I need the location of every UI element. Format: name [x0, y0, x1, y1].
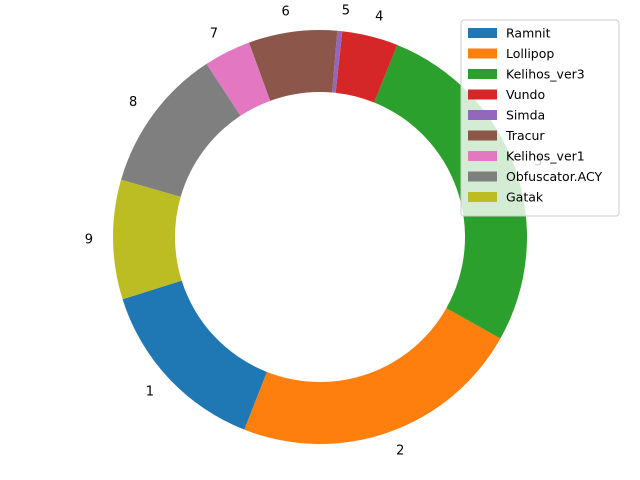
legend-label-gatak: Gatak: [506, 190, 544, 205]
legend-label-ramnit: Ramnit: [506, 26, 551, 41]
slice-label-8: 8: [129, 95, 137, 110]
legend-label-tracur: Tracur: [505, 128, 545, 143]
legend-swatch-gatak: [468, 192, 497, 202]
slice-label-7: 7: [210, 27, 218, 42]
legend-label-kelihos-ver3: Kelihos_ver3: [506, 67, 585, 82]
slice-tracur: [248, 29, 338, 101]
legend-swatch-kelihos-ver1: [468, 151, 497, 161]
legend-swatch-lollipop: [468, 48, 497, 59]
slice-label-6: 6: [282, 5, 290, 20]
legend-swatch-vundo: [468, 89, 497, 100]
slice-gatak: [112, 179, 182, 300]
slice-label-2: 2: [396, 443, 404, 458]
slice-label-5: 5: [342, 4, 350, 19]
slice-ramnit: [122, 280, 267, 430]
legend-label-kelihos-ver1: Kelihos_ver1: [506, 149, 585, 164]
slice-obfuscator-acy: [121, 63, 241, 197]
slice-simda: [332, 30, 343, 93]
slice-label-4: 4: [375, 9, 383, 24]
legend-frame: [460, 19, 620, 217]
legend-label-lollipop: Lollipop: [506, 46, 554, 61]
legend-swatch-simda: [468, 110, 497, 120]
legend-swatch-ramnit: [468, 28, 497, 38]
slice-vundo: [335, 31, 398, 103]
legend-swatch-kelihos-ver3: [468, 69, 497, 79]
legend: Ramnit Lollipop Kelihos_ver3 Vundo Simda Trac…: [460, 19, 620, 217]
legend-swatch-tracur: [468, 130, 497, 141]
legend-items: Ramnit Lollipop Kelihos_ver3 Vundo Simda Trac…: [468, 26, 602, 205]
slice-label-1: 1: [146, 384, 154, 399]
legend-label-obfuscator-acy: Obfuscator.ACY: [506, 169, 602, 184]
slice-lollipop: [244, 308, 501, 444]
slice-kelihos-ver1: [206, 42, 271, 116]
legend-swatch-obfuscator-acy: [468, 171, 497, 182]
slice-label-9: 9: [85, 232, 93, 247]
legend-label-simda: Simda: [506, 108, 545, 123]
legend-label-vundo: Vundo: [506, 87, 545, 102]
